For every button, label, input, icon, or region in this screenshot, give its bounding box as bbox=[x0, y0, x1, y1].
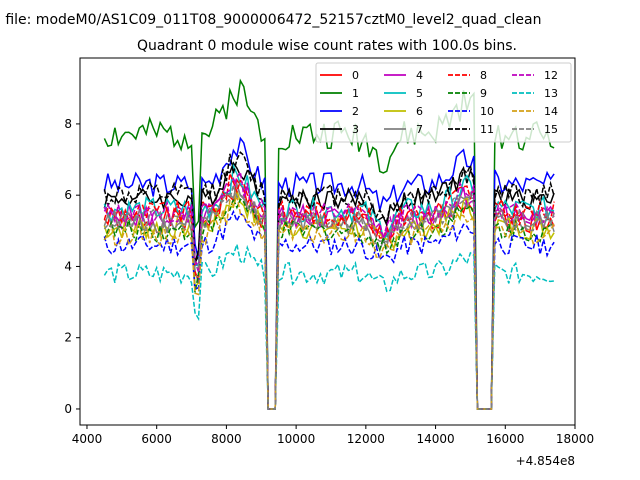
series-line-10 bbox=[103, 209, 555, 410]
series-line-3 bbox=[103, 161, 555, 410]
series-line-5 bbox=[103, 163, 555, 410]
x-tick-label: 10000 bbox=[277, 432, 315, 446]
series-line-0 bbox=[103, 178, 555, 410]
plot-area bbox=[103, 78, 555, 410]
legend-label-10: 10 bbox=[480, 105, 494, 118]
legend-label-7: 7 bbox=[416, 123, 423, 136]
x-tick-label: 18000 bbox=[556, 432, 594, 446]
y-tick-label: 8 bbox=[64, 117, 72, 131]
legend-label-11: 11 bbox=[480, 123, 494, 136]
legend-label-8: 8 bbox=[480, 69, 487, 82]
series-line-15 bbox=[103, 182, 555, 410]
x-tick-label: 16000 bbox=[486, 432, 524, 446]
x-axis: 4000 6000 8000 10000 12000 14000 16000 18000 bbox=[72, 425, 594, 446]
x-tick-label: 14000 bbox=[416, 432, 454, 446]
axes-frame bbox=[79, 57, 576, 426]
series-line-4 bbox=[103, 177, 555, 410]
series-line-8 bbox=[103, 170, 555, 410]
y-axis: 0 2 4 6 8 bbox=[64, 117, 80, 416]
x-tick-label: 6000 bbox=[141, 432, 172, 446]
series-line-9 bbox=[103, 196, 555, 410]
legend-label-4: 4 bbox=[416, 69, 423, 82]
legend-label-9: 9 bbox=[480, 87, 487, 100]
y-tick-label: 6 bbox=[64, 188, 72, 202]
x-offset-label: +4.854e8 bbox=[516, 454, 575, 468]
y-tick-label: 0 bbox=[64, 402, 72, 416]
legend-label-2: 2 bbox=[352, 105, 359, 118]
x-tick-label: 12000 bbox=[347, 432, 385, 446]
chart-suptitle: n file: modeM0/AS1C09_011T08_9000006472_… bbox=[0, 12, 541, 28]
legend-frame bbox=[315, 62, 572, 143]
y-tick-label: 2 bbox=[64, 331, 72, 345]
series-line-12 bbox=[103, 170, 555, 410]
x-tick-label: 4000 bbox=[72, 432, 103, 446]
legend-label-12: 12 bbox=[544, 69, 558, 82]
chart-title: Quadrant 0 module wise count rates with … bbox=[137, 38, 517, 54]
legend-label-14: 14 bbox=[544, 105, 558, 118]
legend-label-1: 1 bbox=[352, 87, 359, 100]
legend-label-3: 3 bbox=[352, 123, 359, 136]
y-tick-label: 4 bbox=[64, 259, 72, 273]
legend-label-6: 6 bbox=[416, 105, 423, 118]
series-line-11 bbox=[103, 151, 555, 410]
legend-label-5: 5 bbox=[416, 87, 423, 100]
series-line-13 bbox=[103, 241, 555, 410]
legend-label-15: 15 bbox=[544, 123, 558, 136]
legend-label-0: 0 bbox=[352, 69, 359, 82]
legend-label-13: 13 bbox=[544, 87, 558, 100]
x-tick-label: 8000 bbox=[211, 432, 242, 446]
